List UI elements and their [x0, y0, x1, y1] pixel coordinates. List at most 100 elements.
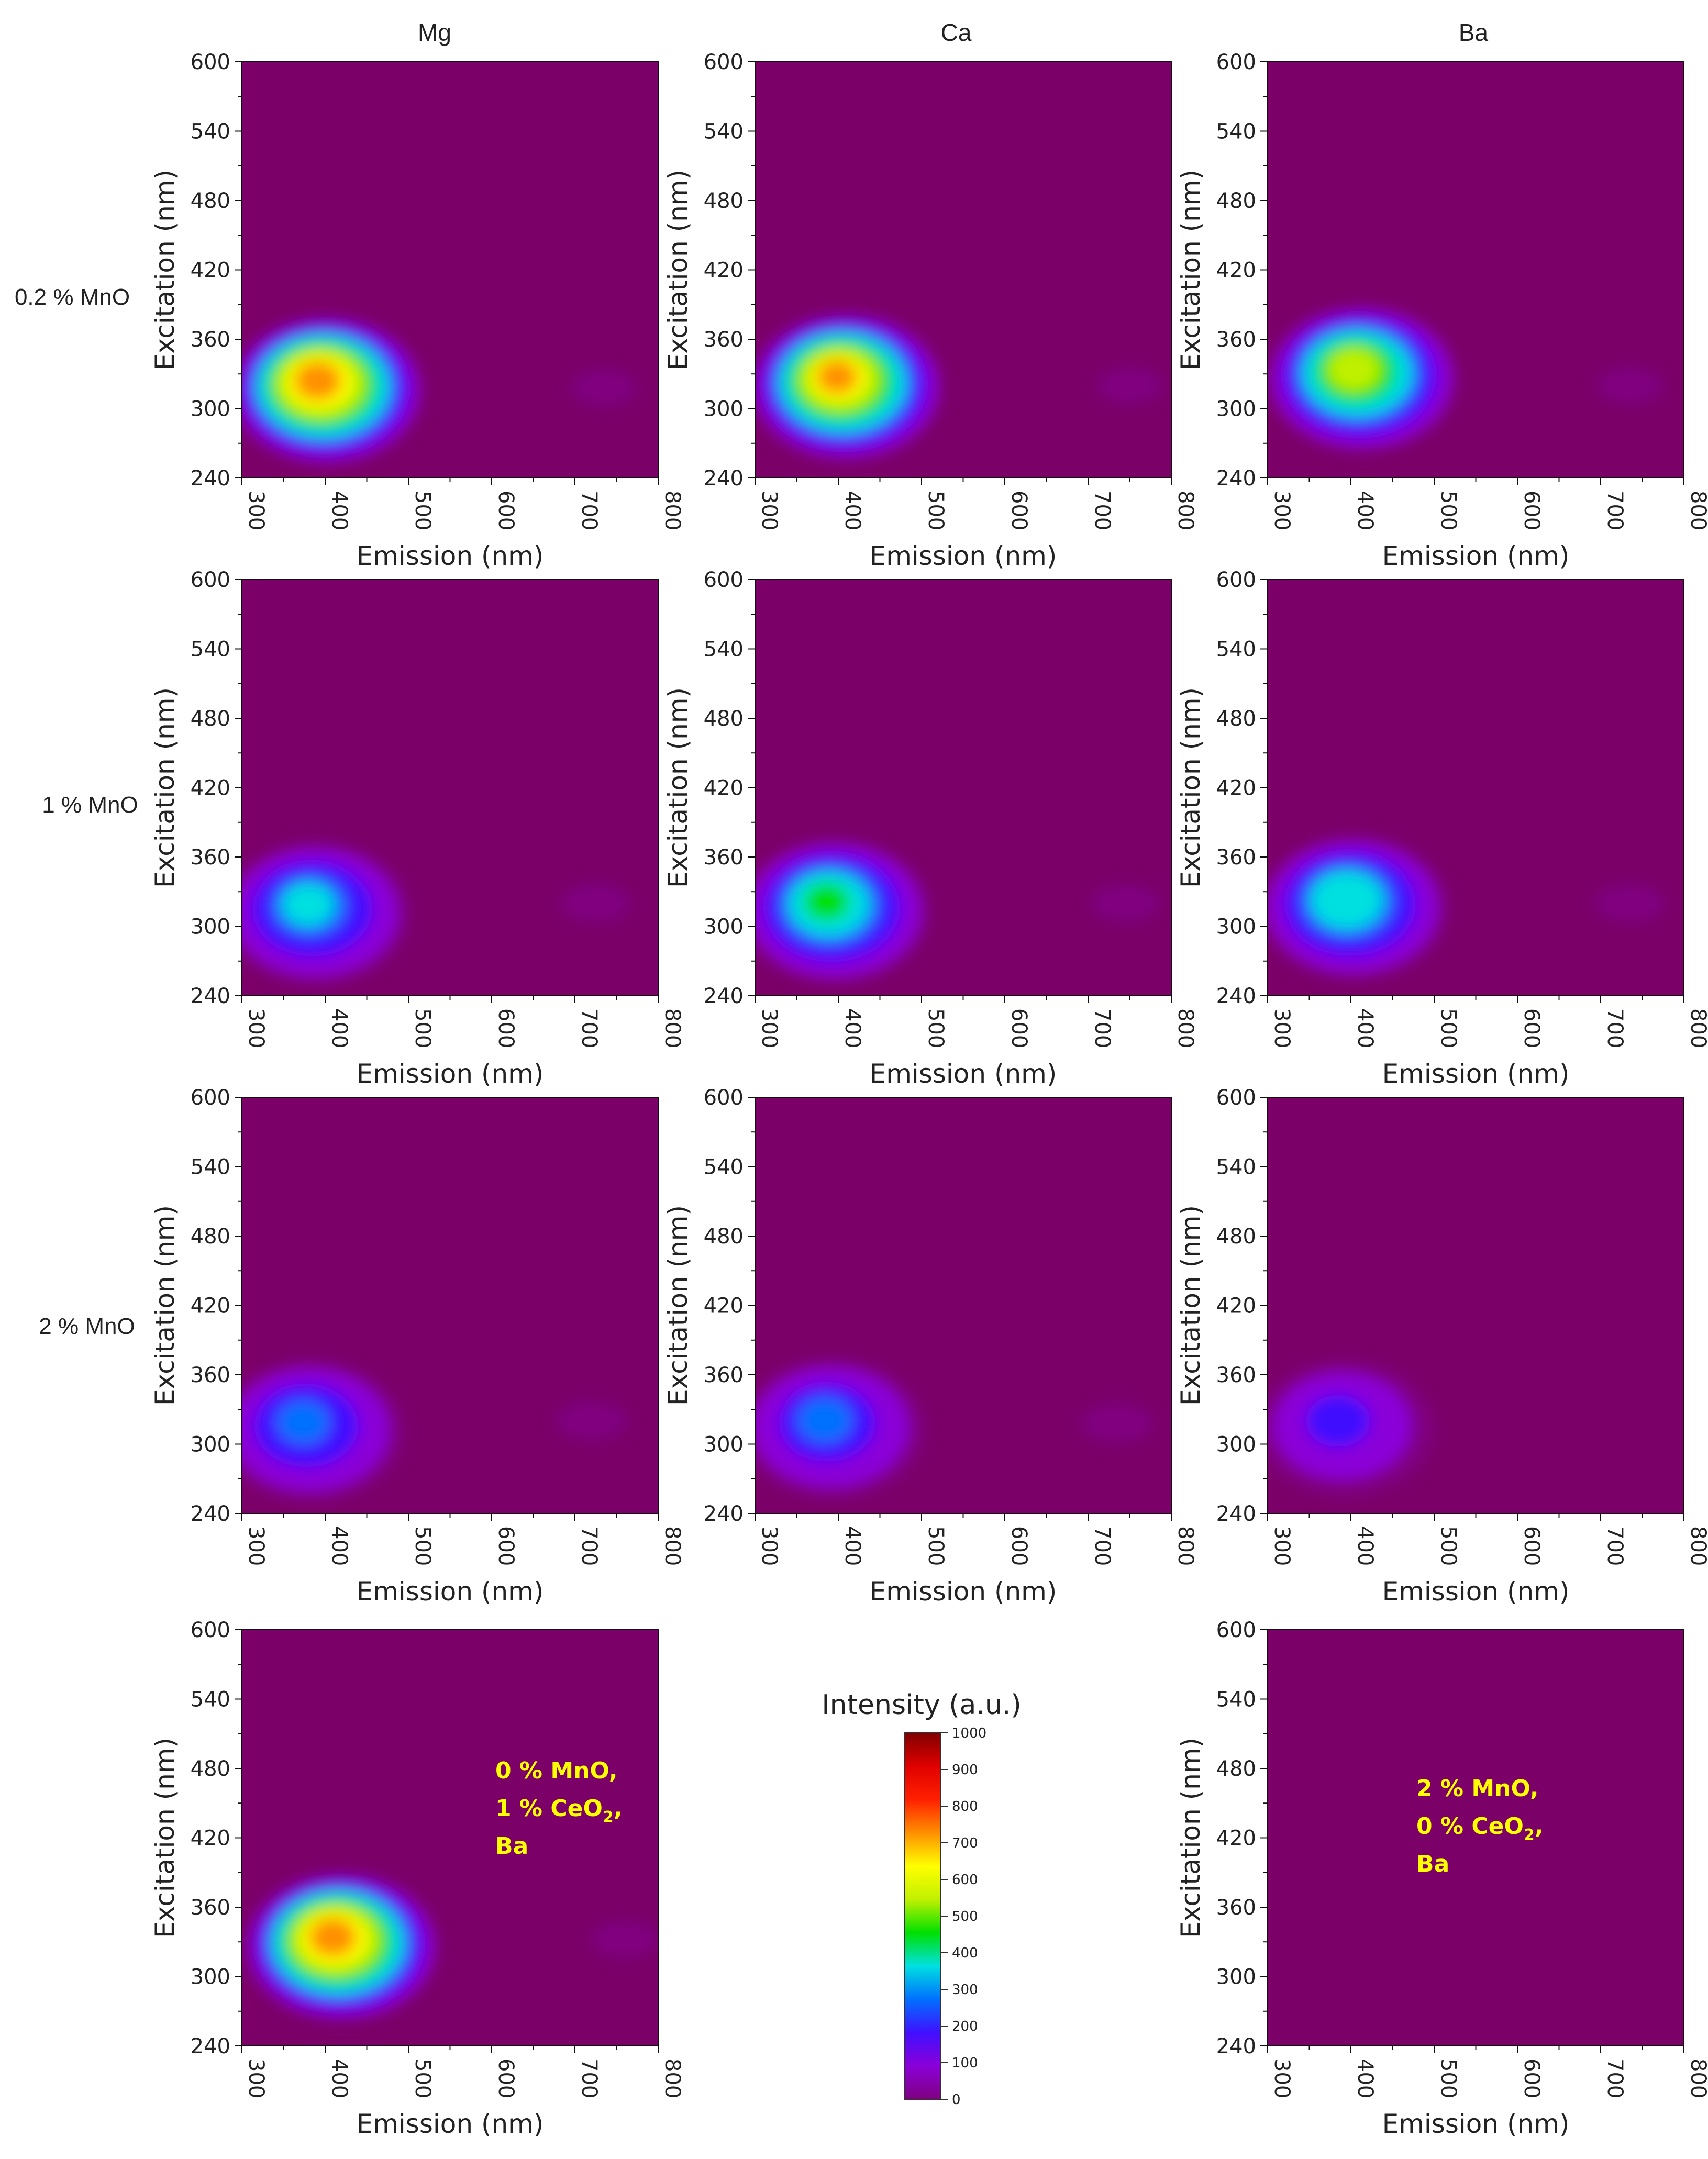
intensity-contour — [312, 1920, 352, 1954]
intensity-contour — [1595, 367, 1664, 404]
x-tick-label: 800 — [660, 491, 684, 530]
panel-ba-2: 240 300 360 420 480 540 600 300 400 500 600 700 800 E… — [1175, 1086, 1708, 1607]
x-tick-label: 400 — [327, 491, 351, 530]
y-axis-label: Excitation (nm) — [150, 170, 180, 370]
column-title-ca: Ca — [941, 19, 972, 46]
y-tick-label: 540 — [191, 638, 230, 662]
x-tick-label: 600 — [1007, 1008, 1031, 1048]
y-tick-label: 420 — [191, 776, 230, 800]
annotation-line-1: 0 % MnO, — [495, 1757, 618, 1784]
y-tick-label: 600 — [191, 1618, 230, 1642]
x-axis-label: Emission (nm) — [357, 1576, 544, 1607]
x-tick-label: 800 — [660, 1526, 684, 1566]
x-tick-label: 800 — [1686, 2058, 1708, 2098]
y-tick-label: 300 — [1216, 397, 1256, 421]
y-tick-label: 540 — [1216, 1155, 1256, 1179]
y-tick-label: 420 — [1216, 259, 1256, 283]
x-tick-label: 400 — [840, 1008, 864, 1048]
intensity-contour — [1080, 1403, 1155, 1444]
x-tick-label: 500 — [411, 491, 435, 530]
x-tick-label: 800 — [1173, 1008, 1197, 1048]
y-tick-label: 360 — [1216, 328, 1256, 352]
x-tick-label: 800 — [1173, 1526, 1197, 1566]
intensity-contour — [560, 884, 631, 923]
x-tick-label: 700 — [1603, 1008, 1627, 1048]
annotation-subscript: 2 — [603, 1808, 614, 1827]
y-tick-label: 540 — [704, 638, 744, 662]
x-tick-label: 300 — [244, 2058, 268, 2098]
x-tick-label: 500 — [1436, 2058, 1460, 2098]
y-tick-label: 600 — [704, 568, 744, 592]
colorbar-tick-label: 900 — [952, 1762, 978, 1778]
y-tick-label: 360 — [1216, 1896, 1256, 1920]
x-tick-label: 600 — [494, 1008, 518, 1048]
row-label-2-mno: 2 % MnO — [39, 1314, 135, 1339]
x-tick-label: 300 — [244, 491, 268, 530]
x-tick-label: 700 — [1090, 1526, 1114, 1566]
y-axis-label: Excitation (nm) — [1175, 1205, 1206, 1406]
x-tick-label: 700 — [577, 1008, 601, 1048]
y-tick-label: 480 — [704, 189, 744, 213]
x-tick-label: 500 — [1436, 1526, 1460, 1566]
y-tick-label: 300 — [704, 1433, 744, 1457]
x-tick-label: 800 — [1686, 1526, 1708, 1566]
x-tick-label: 800 — [660, 2058, 684, 2098]
y-tick-label: 360 — [1216, 1363, 1256, 1387]
y-axis-label: Excitation (nm) — [1175, 1738, 1206, 1938]
y-tick-label: 600 — [1216, 50, 1256, 74]
intensity-contour — [276, 1400, 330, 1444]
y-tick-label: 540 — [1216, 120, 1256, 144]
x-tick-label: 300 — [757, 1008, 781, 1048]
y-tick-label: 600 — [1216, 1618, 1256, 1642]
y-tick-label: 300 — [191, 915, 230, 939]
x-tick-label: 700 — [1603, 491, 1627, 530]
x-tick-label: 600 — [1520, 2058, 1544, 2098]
x-tick-label: 800 — [1173, 491, 1197, 530]
y-tick-label: 480 — [1216, 707, 1256, 731]
intensity-contour — [1322, 879, 1369, 918]
y-tick-label: 240 — [704, 984, 744, 1008]
x-axis-label: Emission (nm) — [1382, 2109, 1570, 2139]
y-tick-label: 420 — [191, 1827, 230, 1851]
row-label-0-2-mno: 0.2 % MnO — [15, 284, 130, 310]
panel-ref-ce: 240 300 360 420 480 540 600 300 400 500 600 700 800 E… — [150, 1618, 684, 2139]
y-tick-label: 540 — [191, 1155, 230, 1179]
y-tick-label: 240 — [191, 466, 230, 491]
y-tick-label: 240 — [191, 2034, 230, 2058]
y-tick-label: 300 — [1216, 1965, 1256, 1989]
colorbar-tick-label: 200 — [952, 2019, 978, 2034]
y-tick-label: 540 — [1216, 1688, 1256, 1712]
y-tick-label: 240 — [191, 1502, 230, 1526]
panel-ca-0-2: 240 300 360 420 480 540 600 300 400 500 600 700 800 E… — [663, 50, 1197, 571]
colorbar: Intensity (a.u.) 0 100 200 300 400 500 600 700 8… — [822, 1689, 1021, 2108]
intensity-contour — [1594, 884, 1666, 923]
y-tick-label: 480 — [191, 189, 230, 213]
x-tick-label: 400 — [327, 2058, 351, 2098]
y-tick-label: 360 — [704, 1363, 744, 1387]
annotation-comma: , — [1535, 1813, 1544, 1840]
row-label-1-mno: 1 % MnO — [42, 792, 138, 818]
y-tick-label: 540 — [1216, 638, 1256, 662]
y-tick-label: 240 — [1216, 984, 1256, 1008]
y-tick-label: 480 — [1216, 1225, 1256, 1249]
y-tick-label: 360 — [704, 845, 744, 870]
panel-ba-1: 240 300 360 420 480 540 600 300 400 500 600 700 800 E… — [1175, 568, 1708, 1089]
panel-mg-2: 240 300 360 420 480 540 600 300 400 500 600 700 800 E… — [150, 1086, 684, 1607]
y-tick-label: 600 — [191, 50, 230, 74]
colorbar-title: Intensity (a.u.) — [822, 1689, 1021, 1721]
colorbar-tick-label: 500 — [952, 1909, 978, 1924]
x-axis-label: Emission (nm) — [870, 1576, 1057, 1607]
intensity-contour — [555, 1401, 628, 1441]
x-axis-label: Emission (nm) — [870, 1059, 1057, 1089]
x-tick-label: 500 — [411, 1008, 435, 1048]
y-axis-label: Excitation (nm) — [663, 1205, 693, 1406]
x-tick-label: 400 — [327, 1526, 351, 1566]
x-axis-label: Emission (nm) — [357, 2109, 544, 2139]
y-tick-label: 240 — [1216, 466, 1256, 491]
y-tick-label: 420 — [704, 776, 744, 800]
x-tick-label: 800 — [660, 1008, 684, 1048]
intensity-contour — [297, 363, 338, 397]
x-axis-label: Emission (nm) — [357, 541, 544, 571]
y-axis-label: Excitation (nm) — [663, 687, 693, 888]
x-tick-label: 300 — [1270, 491, 1294, 530]
